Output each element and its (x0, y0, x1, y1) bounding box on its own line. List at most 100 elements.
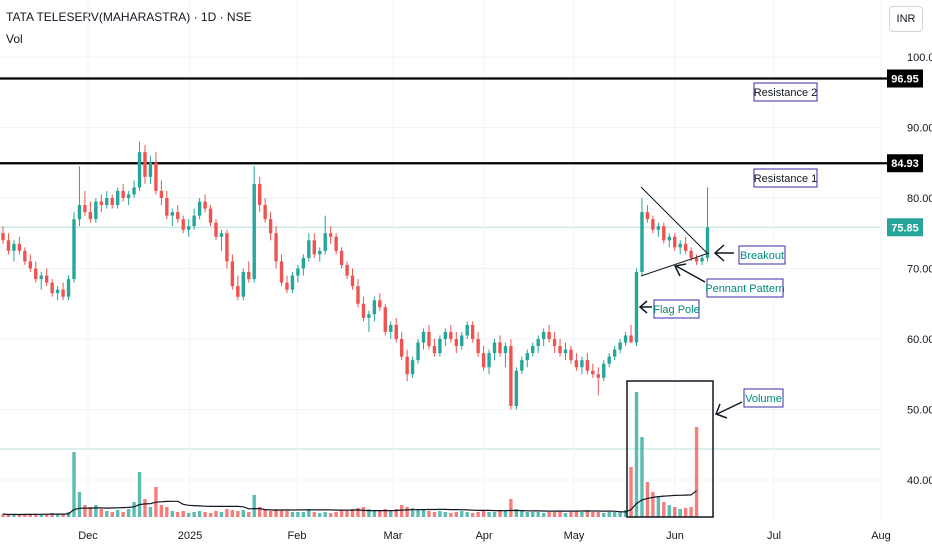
volume-bar (236, 511, 240, 517)
volume-bar (279, 510, 284, 517)
candle-up (77, 205, 82, 220)
candle-up (301, 257, 306, 269)
volume-bar (645, 482, 650, 517)
breakout-text: Breakout (740, 250, 784, 262)
volume-bar (673, 507, 677, 517)
volume-bar (61, 514, 65, 517)
volume-bar (339, 510, 344, 517)
volume-bar (536, 512, 540, 517)
candle-down (345, 264, 349, 276)
volume-bar (318, 513, 322, 517)
volume-bar (656, 497, 661, 517)
volume-bar (83, 505, 87, 517)
candle-down (394, 324, 398, 339)
candle-down (645, 212, 650, 220)
volume-bar (334, 512, 338, 517)
x-tick-label: 2025 (178, 530, 202, 542)
volume-bar (181, 511, 185, 517)
volume-bar (186, 513, 191, 517)
volume-bar (465, 512, 469, 517)
candle-down (361, 303, 366, 318)
y-tick-label: 70.00 (907, 264, 932, 276)
candle-down (225, 233, 229, 262)
candle-up (520, 360, 524, 371)
volume-bar (274, 509, 278, 517)
candle-up (705, 227, 710, 258)
volume-bar (208, 513, 213, 517)
volume-bar (487, 512, 491, 517)
volume-bar (230, 510, 235, 517)
volume-bar (203, 512, 207, 517)
volume-bar (623, 510, 628, 517)
candle-down (28, 261, 32, 269)
volume-bar (454, 512, 458, 517)
volume-bar (547, 512, 551, 517)
candle-down (312, 240, 316, 255)
candle-up (39, 275, 43, 280)
candle-down (350, 275, 355, 287)
volume-bar (383, 509, 387, 517)
candle-up (296, 268, 300, 276)
volume-bar (12, 514, 16, 517)
candle-down (569, 349, 573, 361)
candle-down (427, 331, 431, 347)
volume-bar (476, 512, 480, 517)
volume-bar (77, 492, 82, 517)
candle-down (689, 250, 693, 258)
x-tick-label: Jun (666, 530, 684, 542)
resistance-price-label: 96.95 (891, 74, 919, 86)
candle-up (634, 272, 639, 343)
volume-bar (367, 509, 371, 517)
volume-bar (612, 512, 617, 517)
volume-bar (148, 507, 153, 517)
volume-bar (405, 507, 409, 517)
volume-bar (689, 507, 693, 517)
candle-up (525, 353, 529, 361)
candle-down (285, 282, 289, 290)
volume-bar (432, 512, 437, 517)
volume-bar (192, 512, 196, 517)
volume-bar (88, 507, 93, 517)
candle-down (50, 282, 54, 294)
volume-bar (137, 472, 142, 517)
candle-up (678, 243, 682, 248)
volume-bar (312, 512, 316, 517)
arrow-left-icon (715, 401, 743, 419)
volume-bar (694, 427, 699, 517)
candle-up (612, 349, 617, 357)
volume-bar (110, 512, 114, 517)
x-tick-label: Mar (384, 530, 403, 542)
candle-up (410, 360, 415, 375)
flag-pole-label: Flag Pole (653, 299, 700, 319)
candle-down (247, 272, 251, 280)
volume-bar (443, 512, 448, 517)
candle-down (208, 208, 213, 223)
candle-up (55, 289, 60, 294)
candle-up (132, 187, 136, 195)
candle-down (110, 198, 114, 206)
volume-bar (629, 467, 633, 517)
candle-up (105, 198, 109, 206)
candle-down (154, 162, 158, 191)
candle-up (241, 272, 245, 297)
volume-indicator-label[interactable]: Vol (6, 32, 23, 46)
resistance-2-text: Resistance 2 (754, 87, 818, 99)
candle-down (449, 331, 453, 339)
y-tick-label: 90.00 (907, 123, 932, 135)
candle-up (12, 243, 16, 251)
candle-up (252, 183, 256, 280)
candle-up (487, 353, 491, 368)
currency-button[interactable]: INR (889, 6, 923, 32)
volume-bar (618, 511, 622, 517)
x-tick-label: Feb (288, 530, 307, 542)
volume-bar (328, 513, 333, 517)
candle-down (334, 236, 338, 251)
candle-down (203, 201, 207, 209)
candle-up (700, 257, 704, 262)
candle-up (580, 360, 584, 368)
volume-bar (66, 512, 71, 517)
volume-bar (470, 513, 475, 517)
candle-down (6, 240, 11, 251)
volume-bar (296, 512, 300, 517)
